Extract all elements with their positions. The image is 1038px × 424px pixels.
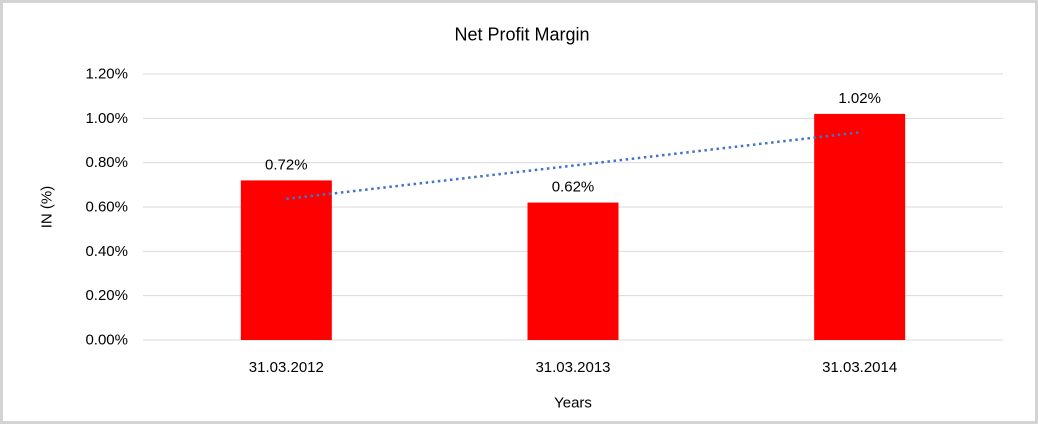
y-tick-label: 0.80% — [85, 154, 128, 171]
bar-value-label: 0.72% — [265, 156, 308, 173]
x-tick-label: 31.03.2013 — [535, 359, 610, 376]
x-axis-title: Years — [554, 394, 592, 412]
plot-area: 0.00% 0.20% 0.40% 0.60% 0.80% 1.00% 1.20% 0.72%… — [85, 66, 1003, 376]
y-tick-label: 0.20% — [85, 287, 128, 304]
bar-value-label: 0.62% — [552, 179, 595, 196]
bar-value-label: 1.02% — [838, 90, 881, 107]
y-tick-label: 1.20% — [85, 66, 128, 83]
bar — [814, 113, 906, 341]
bar — [527, 202, 619, 340]
y-tick-label: 0.60% — [85, 199, 128, 216]
chart-title: Net Profit Margin — [454, 24, 590, 45]
bar — [240, 180, 332, 340]
y-tick-label: 0.40% — [85, 243, 128, 260]
trendline — [286, 131, 860, 201]
y-tick-label: 0.00% — [85, 332, 128, 349]
y-tick-label: 1.00% — [85, 110, 128, 127]
x-tick-label: 31.03.2012 — [249, 359, 324, 376]
x-tick-label: 31.03.2014 — [822, 359, 897, 376]
